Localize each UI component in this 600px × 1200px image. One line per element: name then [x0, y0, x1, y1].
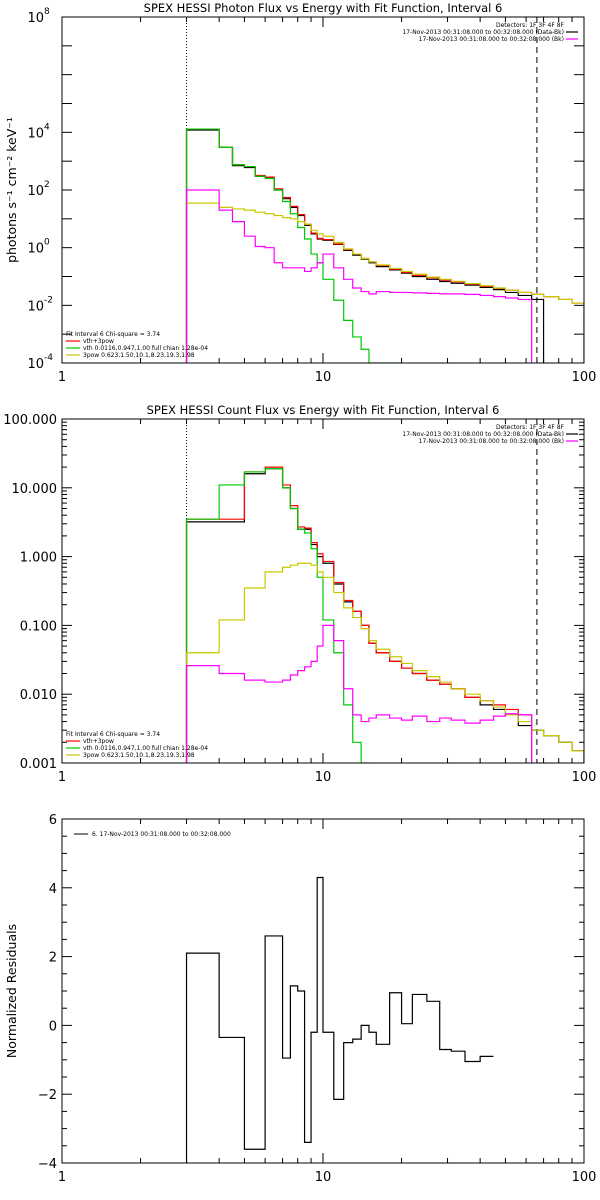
- legend-bottom-entry: vth 0.0116,0.947,1.00 full chian 1.28e-0…: [83, 345, 208, 352]
- legend-top-entry: Detectors: 1F 3F 4F 8F: [496, 424, 565, 431]
- y-tick-label: 0.010: [20, 688, 57, 703]
- legend-bottom-entry: vth+3pow: [83, 738, 114, 745]
- chart-panel-2: SPEX HESSI Count Flux vs Energy with Fit…: [3, 403, 596, 785]
- legend-top-entry: 17-Nov-2013 00:31:08.000 to 00:32:08.000…: [402, 431, 564, 438]
- y-tick-label: 10 8: [27, 7, 50, 26]
- y-tick-base: 10: [27, 357, 44, 372]
- y-tick-label: 1.000: [20, 551, 57, 566]
- legend-bottom-entry: Fit Interval 6 Chi-square = 3.74: [66, 331, 160, 338]
- legend-bottom-entry: 3pow 0.623,1.50,10.1,8.23,19.3,1.98: [83, 752, 195, 759]
- y-tick-exponent: 2: [44, 180, 50, 190]
- x-tick-label: 1: [58, 770, 66, 785]
- y-tick-label: −2: [38, 1088, 57, 1103]
- x-tick-label: 10: [315, 770, 332, 785]
- x-tick-label: 10: [315, 370, 332, 385]
- x-tick-label: 1: [58, 1170, 66, 1185]
- y-tick-label: 10 -2: [27, 295, 53, 314]
- y-tick-label: 0.001: [20, 757, 57, 772]
- series-group: [185, 876, 494, 1163]
- y-tick-exponent: 0: [44, 238, 50, 248]
- x-tick-label: 100: [572, 1170, 597, 1185]
- legend-bottom-entry: vth 0.0116,0.947,1.00 full chian 1.28e-0…: [83, 745, 208, 752]
- legend-bottom-entry: Fit Interval 6 Chi-square = 3.74: [66, 731, 160, 738]
- y-tick-exponent: 8: [44, 7, 50, 17]
- y-tick-base: 10: [27, 126, 44, 141]
- y-tick-base: 10: [27, 242, 44, 257]
- y-tick-label: 10 0: [27, 238, 50, 257]
- y-tick-label: 6: [49, 813, 57, 828]
- series-line-background: [185, 189, 533, 363]
- series-group: [185, 466, 584, 763]
- y-tick-label: 4: [49, 882, 57, 897]
- x-tick-label: 1: [58, 370, 66, 385]
- y-axis-label: photons s⁻¹ cm⁻² keV⁻¹: [4, 117, 19, 263]
- y-tick-base: 10: [27, 11, 44, 26]
- chart-title: SPEX HESSI Photon Flux vs Energy with Fi…: [144, 1, 503, 15]
- series-line-background: [185, 624, 533, 763]
- panels: SPEX HESSI Photon Flux vs Energy with Fi…: [3, 1, 596, 1185]
- x-tick-label: 100: [572, 770, 597, 785]
- series-line-residuals: [185, 876, 494, 1163]
- plot-frame: [61, 418, 585, 764]
- y-tick-label: 10.000: [12, 482, 58, 497]
- series-line-powerlaw: [185, 202, 584, 363]
- legend-top-entry: Detectors: 1F 3F 4F 8F: [496, 22, 565, 29]
- x-tick-label: 100: [572, 370, 597, 385]
- y-tick-label: 2: [49, 951, 57, 966]
- chart-title: SPEX HESSI Count Flux vs Energy with Fit…: [147, 403, 500, 417]
- plot-frame: [61, 16, 585, 364]
- x-tick-label: 10: [315, 1170, 332, 1185]
- y-axis-label: Normalized Residuals: [4, 924, 19, 1058]
- y-tick-base: 10: [27, 299, 44, 314]
- series-line-powerlaw: [185, 562, 584, 763]
- series-line-thermal: [185, 128, 402, 363]
- legend-bottom-entry: vth+3pow: [83, 338, 114, 345]
- legend-bottom-entry: 3pow 0.623,1.50,10.1,8.23,19.3,1.98: [83, 352, 195, 359]
- series-line-thermal: [185, 468, 369, 763]
- legend-top-entry: 6. 17-Nov-2013 00:31:08.000 to 00:32:08.…: [92, 831, 231, 838]
- y-tick-label: −4: [38, 1157, 57, 1172]
- y-tick-label: 0: [49, 1019, 57, 1034]
- chart-panel-3: Normalized Residuals 1 10 100 −4 −2 0 2 4 6 6. 17-…: [4, 813, 596, 1185]
- legend-top-entry: 17-Nov-2013 00:31:08.000 to 00:32:08.000…: [402, 29, 564, 36]
- y-tick-label: 10 2: [27, 180, 49, 199]
- y-tick-exponent: -4: [44, 353, 53, 363]
- y-tick-label: 100.000: [3, 413, 57, 428]
- chart-panel-1: SPEX HESSI Photon Flux vs Energy with Fi…: [4, 1, 596, 385]
- legend-top-entry: 17-Nov-2013 00:31:08.000 to 00:32:08.000…: [419, 36, 564, 43]
- legend-top-entry: 17-Nov-2013 00:31:08.000 to 00:32:08.000…: [419, 438, 564, 445]
- y-tick-label: 10 4: [27, 122, 50, 141]
- y-tick-exponent: 4: [44, 122, 50, 132]
- y-tick-exponent: -2: [44, 295, 53, 305]
- y-tick-label: 0.100: [20, 619, 57, 634]
- series-group: [185, 128, 584, 363]
- y-tick-label: 10 -4: [27, 353, 53, 372]
- y-tick-base: 10: [27, 184, 44, 199]
- plot-frame: [61, 818, 585, 1164]
